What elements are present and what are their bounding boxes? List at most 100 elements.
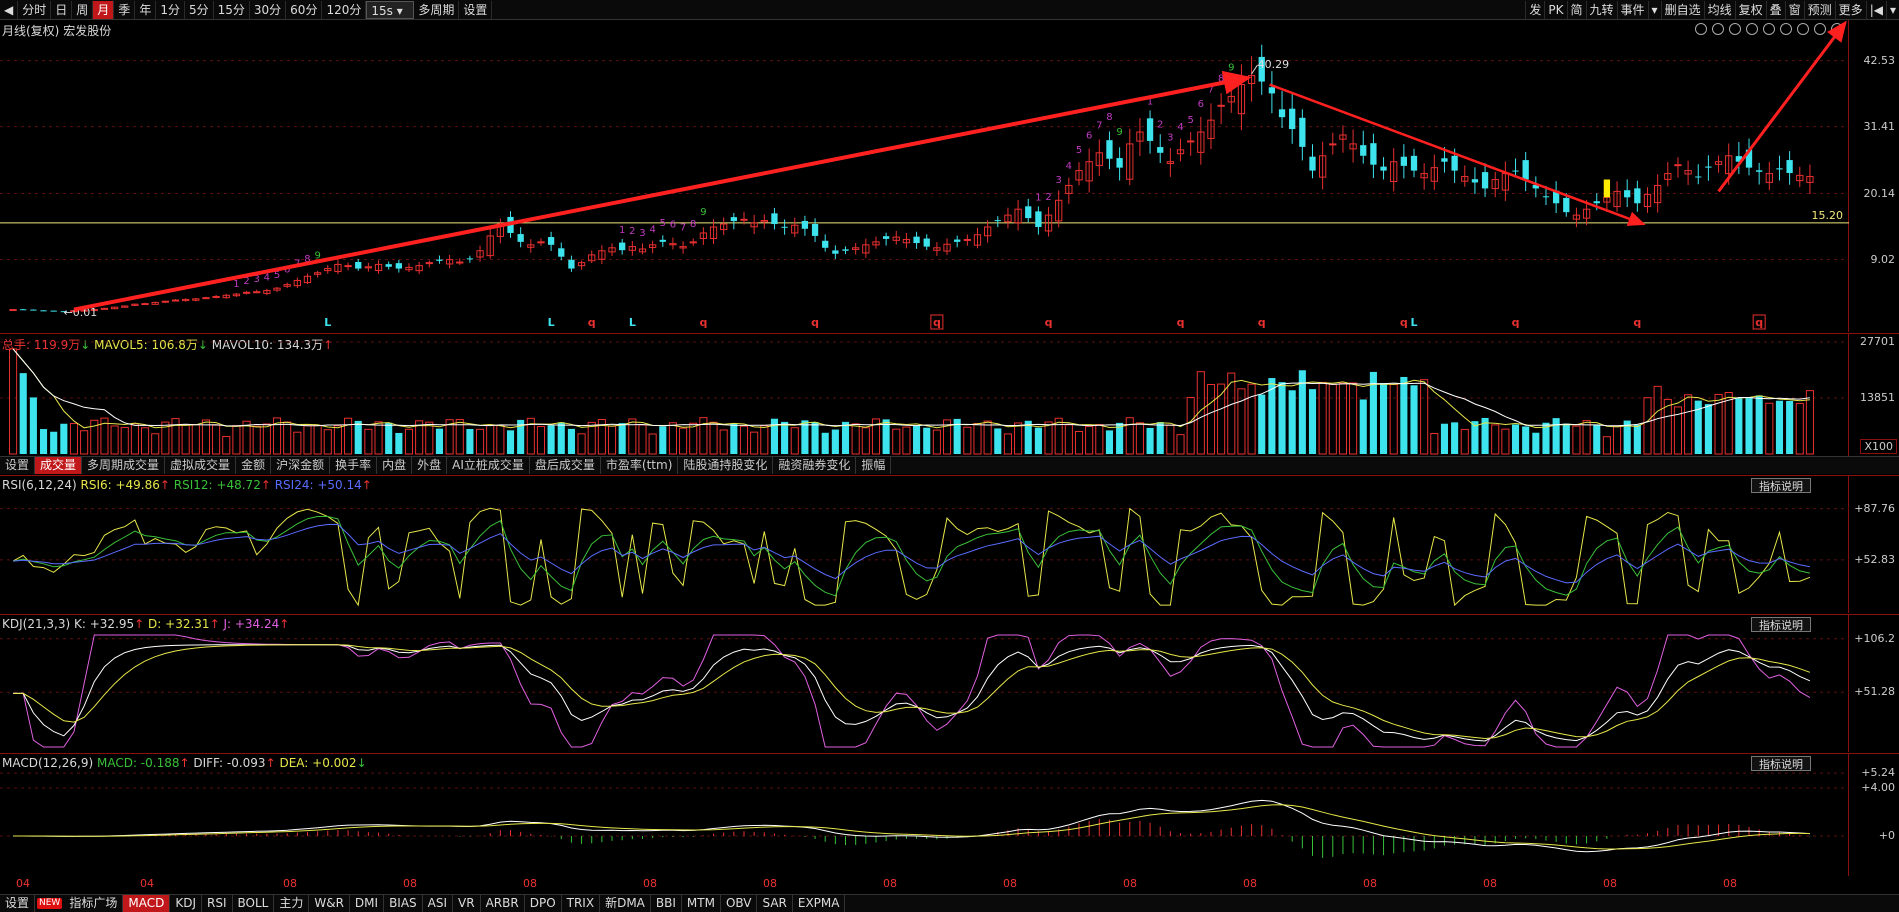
indicator-tab-9[interactable]: DMI bbox=[350, 895, 385, 912]
indicator-tab-6[interactable]: BOLL bbox=[233, 895, 275, 912]
indicator-tab-3[interactable]: MACD bbox=[123, 895, 171, 912]
kdj-explain-button[interactable]: 指标说明 bbox=[1751, 617, 1811, 632]
volume-tab-3[interactable]: 虚拟成交量 bbox=[165, 457, 237, 474]
indicator-tab-2[interactable]: 指标广场 bbox=[64, 895, 124, 912]
period-tab-5[interactable]: 年 bbox=[135, 0, 157, 19]
volume-bar-up bbox=[648, 433, 657, 455]
rsi24-line bbox=[13, 523, 1810, 584]
toolbar-right-12[interactable]: 更多 bbox=[1834, 0, 1866, 19]
indicator-tab-0[interactable]: 设置 bbox=[0, 895, 36, 912]
volume-tab-7[interactable]: 内盘 bbox=[377, 457, 413, 474]
candle-body-down bbox=[1532, 184, 1539, 189]
toolbar-right-7[interactable]: 均线 bbox=[1703, 0, 1735, 19]
x-tick-label: 08 bbox=[1243, 877, 1257, 890]
volume-tab-14[interactable]: 振幅 bbox=[856, 457, 892, 474]
candle-body-up bbox=[313, 272, 322, 275]
indicator-tab-20[interactable]: SAR bbox=[757, 895, 793, 912]
period-tab-2[interactable]: 周 bbox=[72, 0, 94, 19]
indicator-tabs: 设置 NEW 指标广场 MACD KDJ RSI BOLL 主力 W&R DMI BIAS ASI VR… bbox=[0, 894, 1899, 912]
cursor-icon[interactable] bbox=[1746, 23, 1758, 35]
toolbar-right-6[interactable]: 删自选 bbox=[1660, 0, 1704, 19]
toolbar-right-2[interactable]: 简 bbox=[1566, 0, 1586, 19]
toolbar-extra-0[interactable]: 多周期 bbox=[414, 0, 460, 19]
period-tab-6[interactable]: 1分 bbox=[156, 0, 185, 19]
volume-tab-5[interactable]: 沪深金额 bbox=[271, 457, 331, 474]
indicator-tab-5[interactable]: RSI bbox=[202, 895, 233, 912]
volume-bar-down bbox=[801, 420, 809, 454]
period-tab-11[interactable]: 120分 bbox=[322, 0, 367, 19]
indicator-tab-8[interactable]: W&R bbox=[309, 895, 350, 912]
volume-bar-up bbox=[861, 427, 870, 455]
period-tab-7[interactable]: 5分 bbox=[185, 0, 214, 19]
scissors-icon[interactable] bbox=[1780, 23, 1792, 35]
volume-tab-0[interactable]: 设置 bbox=[0, 457, 36, 474]
volume-tab-2[interactable]: 多周期成交量 bbox=[82, 457, 166, 474]
volume-tab-1[interactable]: 成交量 bbox=[35, 457, 83, 474]
toolbar-right-11[interactable]: 预测 bbox=[1803, 0, 1835, 19]
indicator-tab-16[interactable]: 新DMA bbox=[600, 895, 651, 912]
indicator-tab-21[interactable]: EXPMA bbox=[793, 895, 846, 912]
rsi12-label: RSI12: +48.72 bbox=[173, 478, 261, 492]
volume-tab-10[interactable]: 盘后成交量 bbox=[530, 457, 601, 474]
indicator-tab-14[interactable]: DPO bbox=[525, 895, 562, 912]
toolbar-right-4[interactable]: 事件 bbox=[1616, 0, 1648, 19]
toolbar-right-14[interactable]: ▾ bbox=[1885, 0, 1899, 19]
period-tab-10[interactable]: 60分 bbox=[286, 0, 323, 19]
indicator-tab-17[interactable]: BBI bbox=[651, 895, 682, 912]
indicator-tab-15[interactable]: TRIX bbox=[562, 895, 601, 912]
rsi-axis-line bbox=[1848, 476, 1849, 613]
volume-bar-up bbox=[1237, 388, 1246, 455]
signal-marker: L bbox=[548, 316, 555, 329]
volume-bar-up bbox=[1349, 382, 1358, 455]
indicator-tab-7[interactable]: 主力 bbox=[274, 895, 310, 912]
back-arrow-icon[interactable]: ◀ bbox=[0, 0, 19, 19]
volume-bar-down bbox=[1511, 424, 1520, 454]
toolbar-right-10[interactable]: 窗 bbox=[1784, 0, 1804, 19]
volume-tab-12[interactable]: 陆股通持股变化 bbox=[678, 457, 774, 474]
macd-explain-button[interactable]: 指标说明 bbox=[1751, 756, 1811, 771]
toolbar-right-13[interactable]: |◀ bbox=[1865, 0, 1886, 19]
toolbar-right-8[interactable]: 复权 bbox=[1734, 0, 1766, 19]
rsi-explain-button[interactable]: 指标说明 bbox=[1751, 478, 1811, 493]
period-tab-4[interactable]: 季 bbox=[114, 0, 136, 19]
indicator-tab-11[interactable]: ASI bbox=[423, 895, 454, 912]
toolbar-extra-1[interactable]: 设置 bbox=[459, 0, 493, 19]
indicator-tab-4[interactable]: KDJ bbox=[170, 895, 202, 912]
new-badge: NEW bbox=[37, 898, 63, 909]
volume-tab-11[interactable]: 市盈率(ttm) bbox=[601, 457, 679, 474]
close-circle-icon[interactable] bbox=[1797, 23, 1809, 35]
period-tab-9[interactable]: 30分 bbox=[250, 0, 287, 19]
volume-bar-down bbox=[1735, 398, 1743, 454]
candle-body-up bbox=[1318, 155, 1327, 178]
period-tab-1[interactable]: 日 bbox=[51, 0, 73, 19]
volume-tab-13[interactable]: 融资融券变化 bbox=[773, 457, 857, 474]
toolbar-right-0[interactable]: 发 bbox=[1525, 0, 1544, 19]
indicator-tab-10[interactable]: BIAS bbox=[384, 895, 423, 912]
volume-tab-9[interactable]: AI立桩成交量 bbox=[447, 457, 530, 474]
candle-body-up bbox=[1420, 173, 1428, 179]
period-tab-3[interactable]: 月 bbox=[93, 0, 115, 19]
zoom-in-icon[interactable] bbox=[1814, 23, 1826, 35]
eye-icon[interactable] bbox=[1695, 23, 1707, 35]
toolbar-right-5[interactable]: ▾ bbox=[1647, 0, 1661, 19]
settings-icon[interactable] bbox=[1712, 23, 1724, 35]
period-tab-8[interactable]: 15分 bbox=[214, 0, 250, 19]
toolbar-right-9[interactable]: 叠 bbox=[1765, 0, 1785, 19]
toolbar-right-1[interactable]: PK bbox=[1544, 0, 1566, 19]
main-caption-period: 月线(复权) bbox=[2, 24, 60, 38]
play-icon[interactable] bbox=[1729, 23, 1741, 35]
interval-select[interactable]: 15s ▾ bbox=[366, 0, 415, 19]
period-tab-0[interactable]: 分时 bbox=[18, 0, 52, 19]
x-tick-label: 08 bbox=[403, 877, 417, 890]
volume-tab-6[interactable]: 换手率 bbox=[330, 457, 378, 474]
volume-tab-8[interactable]: 外盘 bbox=[412, 457, 448, 474]
volume-tab-4[interactable]: 金额 bbox=[236, 457, 272, 474]
indicator-tab-19[interactable]: OBV bbox=[721, 895, 758, 912]
indicator-tab-13[interactable]: ARBR bbox=[481, 895, 525, 912]
candle-body-down bbox=[1441, 158, 1448, 162]
toolbar-right-3[interactable]: 九转 bbox=[1585, 0, 1617, 19]
indicator-tab-18[interactable]: MTM bbox=[682, 895, 721, 912]
candle-body-down bbox=[395, 263, 402, 269]
undo-icon[interactable] bbox=[1763, 23, 1775, 35]
indicator-tab-12[interactable]: VR bbox=[453, 895, 481, 912]
